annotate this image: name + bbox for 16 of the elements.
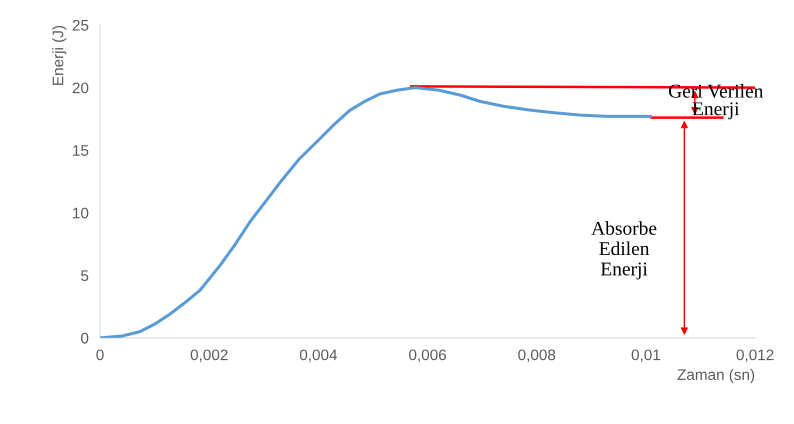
y-axis-title: Enerji (J): [52, 26, 66, 85]
x-tick-label: 0,004: [300, 349, 338, 362]
y-tick-label: 25: [72, 20, 88, 31]
y-tick-label: 15: [73, 145, 88, 156]
x-tick-label: 0,012: [736, 349, 774, 362]
x-tick-label: 0,002: [190, 349, 228, 362]
x-axis-title: Zaman (sn): [677, 368, 754, 384]
x-tick-label: 0,01: [632, 349, 660, 362]
y-tick-label: 5: [81, 270, 88, 282]
x-tick-label: 0,006: [409, 349, 446, 362]
x-tick-label: 0,008: [518, 349, 556, 362]
y-tick-label: 10: [73, 208, 88, 218]
y-tick-label: 0: [81, 332, 88, 344]
y-tick-label: 20: [72, 82, 88, 94]
annotation: Absorbe Edilen Enerji: [591, 221, 656, 280]
x-tick-label: 0: [96, 349, 104, 360]
